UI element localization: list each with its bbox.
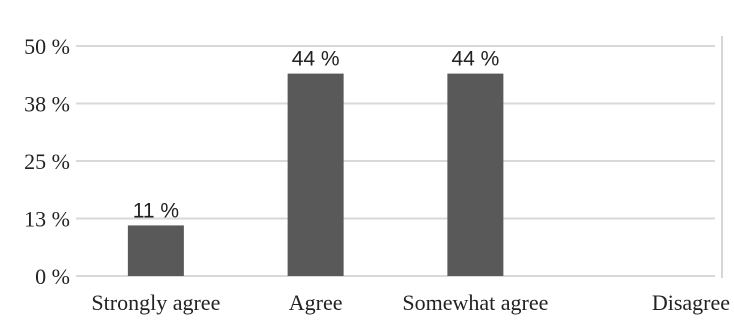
x-axis-tick-labels: Strongly agree Agree Somewhat agree Disagre… <box>91 290 730 315</box>
bar <box>287 73 344 276</box>
y-tick-label: 0 % <box>35 264 70 289</box>
gridlines <box>76 45 715 277</box>
y-tick-label: 25 % <box>24 149 70 174</box>
x-tick-label: Somewhat agree <box>402 290 548 315</box>
data-label: 11 % <box>133 199 179 222</box>
y-tick-label: 13 % <box>24 207 70 232</box>
bars <box>127 73 504 276</box>
x-tick-label: Strongly agree <box>91 290 220 315</box>
data-label: 44 % <box>451 48 499 71</box>
bar <box>447 73 504 276</box>
y-axis-tick-labels: 0 % 13 % 25 % 38 % 50 % <box>24 34 70 289</box>
y-tick-label: 38 % <box>24 92 70 117</box>
data-label: 44 % <box>292 48 340 71</box>
x-tick-label: Agree <box>289 290 343 315</box>
x-tick-label: Disagree <box>652 290 730 315</box>
bar <box>127 225 184 276</box>
y-tick-label: 50 % <box>24 34 70 59</box>
data-labels: 11 % 44 % 44 % <box>133 48 500 223</box>
